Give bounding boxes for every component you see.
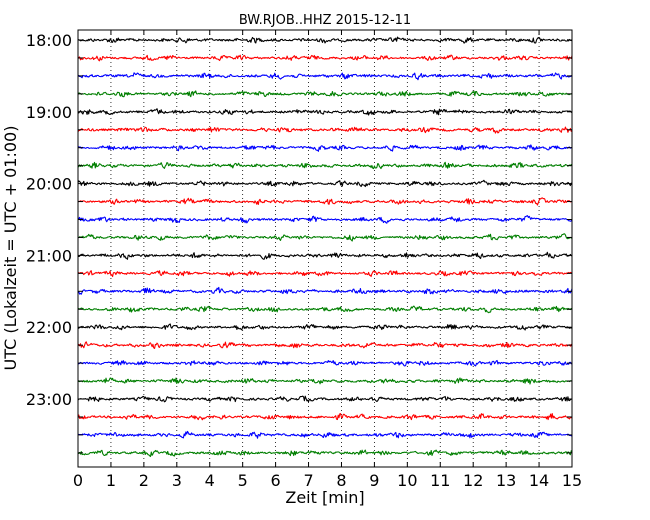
trace-row bbox=[77, 197, 573, 206]
x-tick-label: 5 bbox=[238, 471, 248, 490]
x-tick-label: 14 bbox=[529, 471, 549, 490]
trace-row bbox=[77, 395, 573, 403]
trace-row bbox=[77, 430, 573, 439]
x-tick-label: 2 bbox=[139, 471, 149, 490]
y-tick-label: 20:00 bbox=[26, 175, 72, 194]
trace-row bbox=[77, 126, 573, 134]
y-axis-label: UTC (Lokalzeit = UTC + 01:00) bbox=[1, 126, 20, 371]
trace-row bbox=[77, 341, 573, 349]
x-tick-label: 7 bbox=[303, 471, 313, 490]
plot-frame bbox=[77, 29, 573, 468]
trace-row bbox=[77, 161, 573, 170]
trace-row bbox=[77, 270, 573, 278]
trace-row bbox=[77, 215, 573, 224]
x-grid bbox=[110, 30, 540, 467]
chart-title: BW.RJOB..HHZ 2015-12-11 bbox=[239, 13, 411, 28]
trace-row bbox=[77, 108, 573, 116]
x-tick-label: 10 bbox=[397, 471, 417, 490]
trace-row bbox=[77, 233, 573, 242]
x-tick-label: 11 bbox=[430, 471, 450, 490]
trace-row bbox=[77, 179, 573, 188]
x-tick-label: 4 bbox=[205, 471, 215, 490]
trace-row bbox=[77, 72, 573, 81]
trace-row bbox=[77, 286, 573, 295]
trace-row bbox=[77, 377, 573, 385]
trace-row bbox=[77, 251, 573, 260]
x-tick-label: 12 bbox=[463, 471, 483, 490]
x-tick-labels: 0 1 2 3 4 5 6 7 8 9 10 11 12 13 14 15 bbox=[73, 471, 582, 490]
x-tick-label: 15 bbox=[562, 471, 582, 490]
x-tick-label: 0 bbox=[73, 471, 83, 490]
x-axis-label: Zeit [min] bbox=[285, 488, 364, 507]
trace-row bbox=[77, 54, 573, 62]
x-tick-label: 8 bbox=[336, 471, 346, 490]
trace-row bbox=[77, 449, 573, 458]
x-tick-label: 1 bbox=[106, 471, 116, 490]
trace-row bbox=[77, 305, 573, 314]
axis-ticks bbox=[77, 30, 573, 467]
trace-row bbox=[77, 36, 573, 44]
plot-background bbox=[78, 30, 572, 467]
x-tick-label: 9 bbox=[369, 471, 379, 490]
y-tick-label: 21:00 bbox=[26, 246, 72, 265]
trace-row bbox=[77, 359, 573, 367]
y-tick-label: 23:00 bbox=[26, 390, 72, 409]
trace-row bbox=[77, 413, 573, 421]
x-tick-label: 3 bbox=[172, 471, 182, 490]
trace-row bbox=[77, 323, 573, 331]
seismogram-traces bbox=[77, 36, 573, 458]
x-tick-label: 6 bbox=[271, 471, 281, 490]
y-tick-labels: 18:00 19:00 20:00 21:00 22:00 23:00 bbox=[26, 31, 72, 409]
trace-row bbox=[77, 144, 573, 152]
y-tick-label: 22:00 bbox=[26, 318, 72, 337]
x-tick-label: 13 bbox=[496, 471, 516, 490]
y-tick-label: 18:00 bbox=[26, 31, 72, 50]
trace-row bbox=[77, 90, 573, 98]
y-tick-label: 19:00 bbox=[26, 103, 72, 122]
